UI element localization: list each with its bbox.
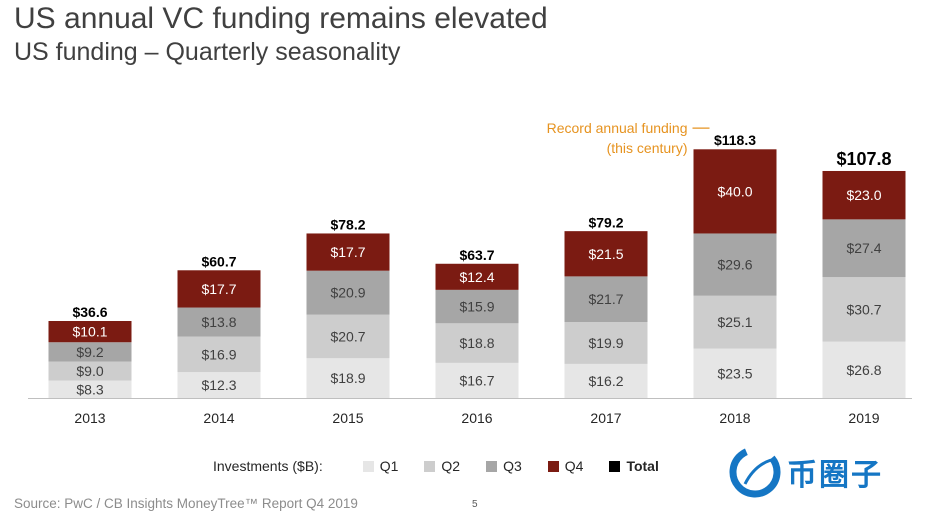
data-label-q2-2013: $9.0 xyxy=(76,363,103,379)
bar-q1-2017 xyxy=(564,363,648,398)
data-label-q3-2014: $13.8 xyxy=(201,314,236,330)
chart-title: US annual VC funding remains elevated xyxy=(14,2,548,35)
legend-swatch-q3 xyxy=(486,460,498,472)
x-tick-label-2017: 2017 xyxy=(590,410,621,426)
legend-label-q1: Q1 xyxy=(379,458,399,474)
bar-q3-2014 xyxy=(177,307,261,337)
bar-q4-2017 xyxy=(564,231,648,277)
bar-q2-2015 xyxy=(306,314,390,359)
data-label-q2-2017: $19.9 xyxy=(588,335,623,351)
annotation-line-1: Record annual funding xyxy=(547,120,688,136)
brand-text: 币圈子 xyxy=(787,459,883,492)
bar-q2-2013 xyxy=(48,361,132,381)
legend-label-q2: Q2 xyxy=(441,458,461,474)
data-label-q4-2015: $17.7 xyxy=(330,244,365,260)
legend-item-total: Total xyxy=(609,458,659,474)
bar-q1-2018 xyxy=(693,348,777,398)
data-label-q1-2019: $26.8 xyxy=(846,362,881,378)
data-label-q2-2019: $30.7 xyxy=(846,301,881,317)
bar-q4-2013 xyxy=(48,320,132,343)
data-label-q3-2016: $15.9 xyxy=(459,299,494,315)
data-label-q4-2016: $12.4 xyxy=(459,269,494,285)
bar-q1-2015 xyxy=(306,358,390,398)
source-note: Source: PwC / CB Insights MoneyTree™ Rep… xyxy=(14,496,358,511)
bar-q1-2019 xyxy=(822,341,906,398)
data-label-q1-2015: $18.9 xyxy=(330,370,365,386)
legend-label-q4: Q4 xyxy=(564,458,584,474)
data-label-q4-2013: $10.1 xyxy=(72,324,107,340)
bar-q4-2015 xyxy=(306,233,390,271)
data-label-q4-2014: $17.7 xyxy=(201,281,236,297)
data-label-q3-2015: $20.9 xyxy=(330,285,365,301)
legend-item-q4: Q4 xyxy=(547,458,584,474)
legend: Investments ($B): Q1 Q2 Q3 Q4 Total xyxy=(213,458,685,474)
coin-circle-icon xyxy=(729,446,781,498)
legend-swatch-total xyxy=(609,460,621,472)
total-label-2017: $79.2 xyxy=(588,214,623,230)
bar-q3-2019 xyxy=(822,219,906,278)
x-tick-label-2016: 2016 xyxy=(461,410,492,426)
total-label-2015: $78.2 xyxy=(330,216,365,232)
bar-q4-2018 xyxy=(693,149,777,234)
legend-label-q3: Q3 xyxy=(503,458,522,474)
total-label-2013: $36.6 xyxy=(72,304,107,320)
brand-watermark: 币圈子 xyxy=(729,446,883,498)
data-label-q3-2018: $29.6 xyxy=(717,257,752,273)
bar-q3-2018 xyxy=(693,233,777,296)
x-tick-label-2013: 2013 xyxy=(74,410,105,426)
data-label-q4-2017: $21.5 xyxy=(588,246,623,262)
data-label-q1-2013: $8.3 xyxy=(76,381,103,397)
bar-q2-2019 xyxy=(822,277,906,342)
legend-swatch-q4 xyxy=(547,460,559,472)
bar-q1-2016 xyxy=(435,362,519,398)
data-label-q4-2019: $23.0 xyxy=(846,187,881,203)
data-label-q1-2014: $12.3 xyxy=(201,377,236,393)
annotation-line-2: (this century) xyxy=(607,140,688,156)
legend-item-q3: Q3 xyxy=(486,458,522,474)
data-label-q1-2018: $23.5 xyxy=(717,365,752,381)
page-number: 5 xyxy=(472,499,478,510)
bar-q4-2014 xyxy=(177,270,261,308)
legend-swatch-q2 xyxy=(424,460,436,472)
bar-q4-2016 xyxy=(435,263,519,290)
data-label-q2-2016: $18.8 xyxy=(459,335,494,351)
data-label-q1-2016: $16.7 xyxy=(459,372,494,388)
legend-item-q2: Q2 xyxy=(424,458,460,474)
legend-swatch-q1 xyxy=(362,460,374,472)
legend-title: Investments ($B): xyxy=(213,458,323,474)
bar-q2-2016 xyxy=(435,323,519,363)
bar-q3-2017 xyxy=(564,276,648,323)
total-label-2019: $107.8 xyxy=(836,149,891,169)
data-label-q1-2017: $16.2 xyxy=(588,373,623,389)
total-label-2018: $118.3 xyxy=(714,132,756,148)
x-tick-label-2014: 2014 xyxy=(203,410,234,426)
x-tick-label-2019: 2019 xyxy=(848,410,879,426)
bar-q4-2019 xyxy=(822,170,906,220)
data-label-q3-2019: $27.4 xyxy=(846,240,881,256)
total-label-2014: $60.7 xyxy=(201,253,236,269)
data-label-q2-2014: $16.9 xyxy=(201,346,236,362)
x-tick-label-2015: 2015 xyxy=(332,410,363,426)
bar-q3-2013 xyxy=(48,342,132,362)
data-label-q3-2013: $9.2 xyxy=(76,344,103,360)
data-label-q2-2018: $25.1 xyxy=(717,314,752,330)
chart-subtitle: US funding – Quarterly seasonality xyxy=(14,38,401,66)
x-tick-label-2018: 2018 xyxy=(719,410,750,426)
total-label-2016: $63.7 xyxy=(459,247,494,263)
data-label-q4-2018: $40.0 xyxy=(717,183,752,199)
data-label-q2-2015: $20.7 xyxy=(330,328,365,344)
bar-q3-2015 xyxy=(306,270,390,315)
legend-label-total: Total xyxy=(626,458,659,474)
bar-q1-2013 xyxy=(48,380,132,398)
bar-q3-2016 xyxy=(435,289,519,324)
bar-q2-2018 xyxy=(693,295,777,349)
bar-q1-2014 xyxy=(177,372,261,398)
bar-q2-2014 xyxy=(177,336,261,373)
data-label-q3-2017: $21.7 xyxy=(588,291,623,307)
bar-q2-2017 xyxy=(564,322,648,364)
legend-item-q1: Q1 xyxy=(362,458,399,474)
